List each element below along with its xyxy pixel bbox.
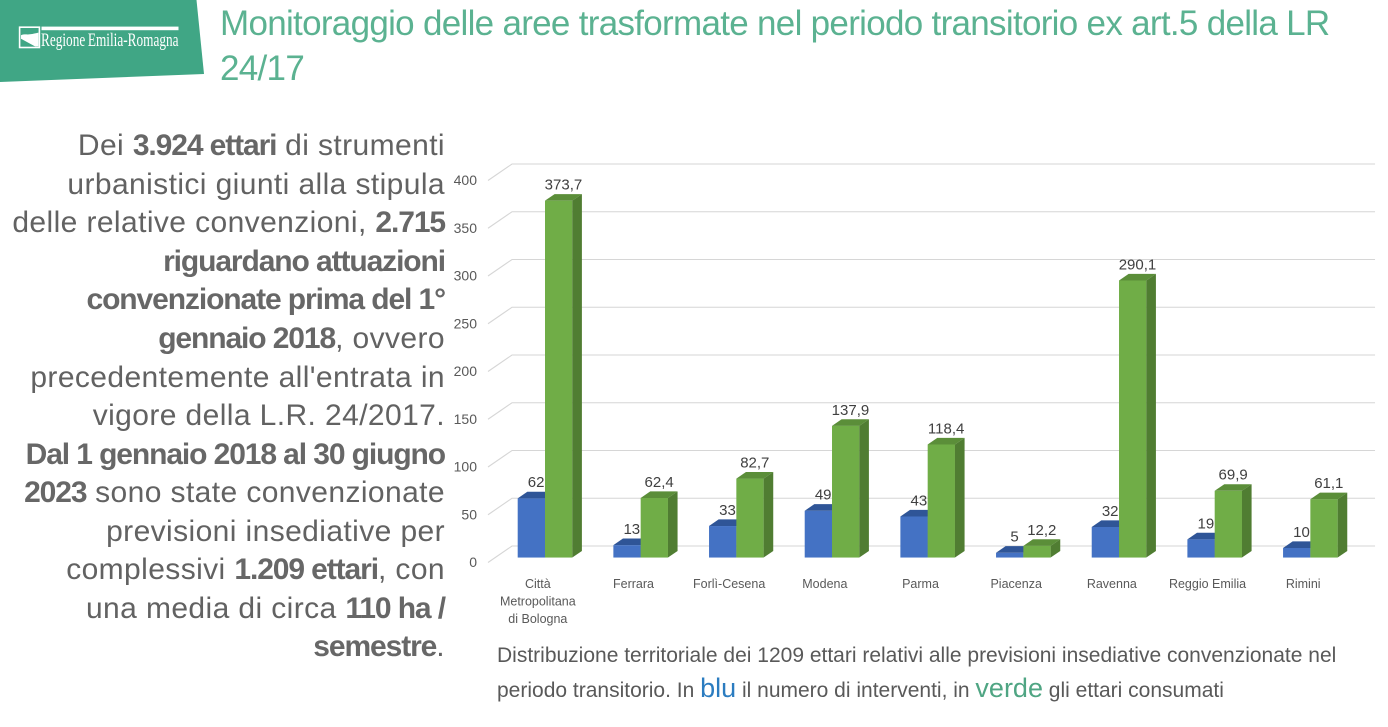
svg-text:69,9: 69,9 [1219,467,1248,484]
svg-text:Ravenna: Ravenna [1087,577,1137,591]
svg-text:100: 100 [454,459,478,475]
svg-text:di Bologna: di Bologna [508,612,567,626]
svg-text:Piacenza: Piacenza [990,577,1041,591]
svg-text:19: 19 [1197,515,1214,532]
svg-text:Parma: Parma [902,577,939,591]
svg-text:150: 150 [454,411,478,427]
svg-text:350: 350 [454,220,478,236]
svg-text:33: 33 [719,502,736,519]
svg-text:373,7: 373,7 [545,177,583,194]
svg-text:Forlì-Cesena: Forlì-Cesena [693,577,765,591]
svg-text:12,2: 12,2 [1027,522,1056,539]
svg-text:137,9: 137,9 [832,402,870,419]
svg-text:61,1: 61,1 [1314,475,1343,492]
svg-text:43: 43 [910,492,927,509]
svg-text:62,4: 62,4 [645,474,674,491]
svg-text:5: 5 [1010,529,1018,546]
svg-text:Reggio Emilia: Reggio Emilia [1169,577,1246,591]
svg-text:Città: Città [525,577,551,591]
svg-text:290,1: 290,1 [1119,256,1157,273]
svg-text:Metropolitana: Metropolitana [500,595,576,609]
svg-text:200: 200 [454,363,478,379]
svg-text:13: 13 [623,521,640,538]
svg-text:49: 49 [815,487,832,504]
svg-text:118,4: 118,4 [928,420,964,437]
svg-text:Modena: Modena [802,577,847,591]
svg-text:250: 250 [454,315,478,331]
svg-text:10: 10 [1293,524,1310,541]
svg-text:Regione Emilia-Romagna: Regione Emilia-Romagna [41,31,179,51]
svg-text:400: 400 [454,172,478,188]
svg-text:300: 300 [454,268,478,284]
svg-text:Ferrara: Ferrara [613,577,654,591]
svg-text:32: 32 [1102,503,1119,520]
svg-text:82,7: 82,7 [740,454,769,471]
svg-text:50: 50 [461,506,477,522]
svg-text:0: 0 [469,554,477,570]
svg-text:62: 62 [528,474,545,491]
svg-text:Rimini: Rimini [1286,577,1321,591]
